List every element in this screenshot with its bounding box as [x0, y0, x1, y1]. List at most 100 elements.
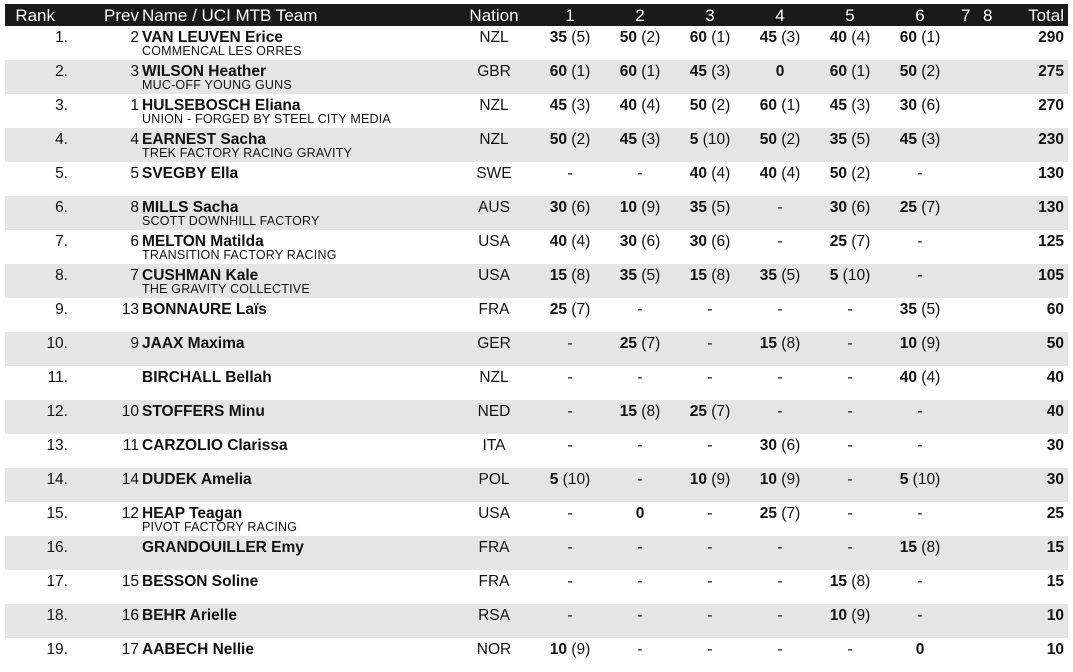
round-position: - — [707, 369, 713, 386]
round-position: (8) — [571, 267, 591, 284]
round-2-result: - — [608, 471, 672, 489]
table-row: 10. 9 JAAX Maxima GER - 25 (7) - 15 (8) - 10 (9) 5… — [5, 332, 1068, 366]
nation-cell: ITA — [482, 437, 506, 454]
round-3-result: - — [678, 607, 742, 625]
round-points: 30 — [619, 233, 637, 250]
team-name: THE GRAVITY COLLECTIVE — [142, 282, 310, 296]
round-position: (5) — [781, 267, 801, 284]
round-points: 15 — [759, 335, 777, 352]
round-position: (3) — [781, 29, 801, 46]
round-points: 15 — [689, 267, 707, 284]
round-1-result: - — [538, 607, 602, 625]
round-position: (1) — [711, 29, 731, 46]
round-position: - — [707, 573, 713, 590]
round-points: 60 — [829, 63, 847, 80]
prev-rank-cell: 7 — [130, 267, 139, 284]
total-points: 30 — [1046, 437, 1064, 454]
header-round-2: 2 — [635, 6, 645, 25]
table-row: 17. 15 BESSON Soline FRA - - - -15 (8) -15 — [5, 570, 1068, 604]
round-position: (9) — [711, 471, 731, 488]
round-5-result: 5 (10) — [818, 267, 882, 285]
round-position: - — [567, 539, 573, 556]
round-position: - — [847, 539, 853, 556]
total-points: 30 — [1046, 471, 1064, 488]
round-points: 45 — [689, 63, 707, 80]
round-3-result: 15 (8) — [678, 267, 742, 285]
table-row: 6. 8 MILLS Sacha SCOTT DOWNHILL FACTORY AUS 3… — [5, 196, 1068, 230]
round-position: (3) — [641, 131, 661, 148]
nation-cell: SWE — [476, 165, 512, 182]
rank-cell: 2. — [55, 63, 68, 80]
round-3-result: - — [678, 437, 742, 455]
round-points: 25 — [899, 199, 917, 216]
round-points: 35 — [829, 131, 847, 148]
round-6-result: 45 (3) — [888, 131, 952, 149]
round-3-result: 10 (9) — [678, 471, 742, 489]
round-position: - — [917, 607, 923, 624]
round-6-result: 60 (1) — [888, 29, 952, 47]
round-position: (5) — [641, 267, 661, 284]
round-4-result: - — [748, 573, 812, 591]
rider-name: DUDEK Amelia — [142, 471, 252, 488]
round-points: 10 — [689, 471, 707, 488]
round-6-result: - — [888, 233, 952, 251]
round-5-result: 50 (2) — [818, 165, 882, 183]
nation-cell: NZL — [479, 131, 509, 148]
round-2-result: 0 — [608, 505, 672, 523]
round-1-result: - — [538, 505, 602, 523]
round-2-result: - — [608, 301, 672, 319]
rider-name: CUSHMAN Kale — [142, 267, 259, 284]
round-points: 30 — [829, 199, 847, 216]
round-position: (7) — [571, 301, 591, 318]
round-points: 45 — [829, 97, 847, 114]
round-position: (5) — [571, 29, 591, 46]
round-points: 10 — [549, 641, 567, 658]
round-position: - — [637, 573, 643, 590]
nation-cell: USA — [478, 267, 510, 284]
round-position: (1) — [851, 63, 871, 80]
round-position: (2) — [921, 63, 941, 80]
round-position: - — [567, 505, 573, 522]
round-1-result: 50 (2) — [538, 131, 602, 149]
prev-rank-cell: 5 — [130, 165, 139, 182]
round-position: - — [707, 335, 713, 352]
rank-cell: 7. — [55, 233, 68, 250]
round-6-result: 5 (10) — [888, 471, 952, 489]
prev-rank-cell: 2 — [130, 29, 139, 46]
round-1-result: 45 (3) — [538, 97, 602, 115]
round-3-result: 5 (10) — [678, 131, 742, 149]
round-points: 50 — [549, 131, 567, 148]
round-2-result: - — [608, 165, 672, 183]
rank-cell: 8. — [55, 267, 68, 284]
prev-rank-cell: 9 — [130, 335, 139, 352]
table-row: 12. 10 STOFFERS Minu NED - 15 (8) 25 (7) - - - 40 — [5, 400, 1068, 434]
round-6-result: 50 (2) — [888, 63, 952, 81]
rider-name: BEHR Arielle — [142, 607, 238, 624]
total-points: 15 — [1046, 573, 1064, 590]
total-points: 40 — [1046, 369, 1064, 386]
prev-rank-cell: 14 — [121, 471, 139, 488]
total-points: 15 — [1046, 539, 1064, 556]
team-name: SCOTT DOWNHILL FACTORY — [142, 214, 320, 228]
rider-name: BONNAURE Laïs — [142, 301, 267, 318]
round-position: (1) — [781, 97, 801, 114]
round-points: 0 — [775, 63, 785, 80]
round-1-result: 60 (1) — [538, 63, 602, 81]
round-points: 15 — [829, 573, 847, 590]
round-points: 40 — [899, 369, 917, 386]
round-position: (6) — [571, 199, 591, 216]
rider-name: BIRCHALL Bellah — [142, 369, 272, 386]
table-row: 2. 3 WILSON Heather MUC-OFF YOUNG GUNS GBR 60… — [5, 60, 1068, 94]
round-points: 50 — [759, 131, 777, 148]
round-points: 5 — [689, 131, 699, 148]
round-5-result: 60 (1) — [818, 63, 882, 81]
round-position: - — [917, 267, 923, 284]
total-points: 25 — [1046, 505, 1064, 522]
prev-rank-cell: 11 — [122, 437, 139, 454]
round-2-result: 25 (7) — [608, 335, 672, 353]
round-points: 60 — [619, 63, 637, 80]
team-name: TRANSITION FACTORY RACING — [142, 248, 337, 262]
team-name: UNION - FORGED BY STEEL CITY MEDIA — [142, 112, 391, 126]
nation-cell: NOR — [476, 641, 512, 658]
round-2-result: - — [608, 607, 672, 625]
